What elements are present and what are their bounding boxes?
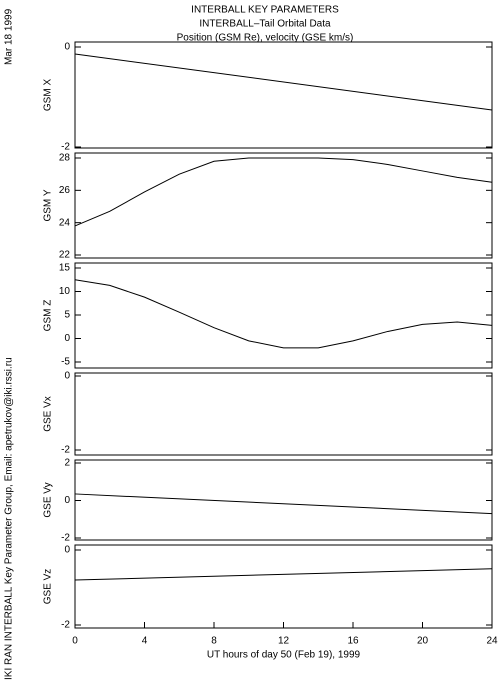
- y-tick-label: 22: [59, 250, 71, 261]
- y-tick-label: 0: [64, 42, 70, 53]
- data-line: [74, 53, 493, 111]
- y-axis-label: GSE Vz: [43, 569, 54, 605]
- y-tick-label: 10: [59, 286, 71, 297]
- x-axis-label: UT hours of day 50 (Feb 19), 1999: [207, 650, 361, 661]
- y-tick-label: 24: [59, 217, 71, 228]
- y-tick-label: -5: [61, 357, 70, 368]
- x-tick-label: 4: [142, 636, 148, 647]
- data-line: [74, 493, 493, 515]
- data-line: [74, 157, 493, 227]
- title-line: INTERBALL–Tail Orbital Data: [199, 19, 331, 30]
- x-tick-label: 12: [278, 636, 290, 647]
- panel-frame: [74, 544, 493, 629]
- panel-frame: [74, 459, 493, 541]
- y-tick-label: -2: [61, 445, 70, 456]
- y-axis-label: GSE Vy: [43, 482, 54, 517]
- y-tick-label: 0: [64, 545, 70, 556]
- x-tick-label: 20: [417, 636, 429, 647]
- panel-frame: [74, 372, 493, 456]
- x-tick-label: 16: [347, 636, 359, 647]
- data-line: [74, 568, 493, 581]
- panel-frame: [74, 152, 493, 259]
- x-tick-label: 8: [211, 636, 217, 647]
- y-tick-label: -2: [61, 142, 70, 153]
- y-tick-label: 15: [59, 263, 71, 274]
- date: Mar 18 1999: [4, 8, 15, 65]
- y-axis-label: GSM Z: [43, 300, 54, 332]
- data-line: [74, 279, 493, 349]
- y-tick-label: 5: [64, 310, 70, 321]
- x-tick-label: 0: [72, 636, 78, 647]
- y-axis-label: GSM Y: [43, 189, 54, 221]
- title-line: Position (GSM Re), velocity (GSE km/s): [177, 33, 354, 44]
- credit: IKI RAN INTERBALL Key Parameter Group, E…: [4, 357, 15, 680]
- y-tick-label: -2: [61, 533, 70, 544]
- y-tick-label: 0: [64, 333, 70, 344]
- y-tick-label: 26: [59, 185, 71, 196]
- y-tick-label: 28: [59, 153, 71, 164]
- y-axis-label: GSM X: [43, 79, 54, 112]
- y-tick-label: 2: [64, 458, 70, 469]
- panel-frame: [74, 262, 493, 369]
- title-line: INTERBALL KEY PARAMETERS: [191, 5, 339, 16]
- y-axis-label: GSE Vx: [43, 396, 54, 432]
- x-tick-label: 24: [486, 636, 498, 647]
- y-tick-label: 0: [64, 371, 70, 382]
- panel-frame: [74, 41, 493, 149]
- y-tick-label: -2: [61, 620, 70, 631]
- y-tick-label: 0: [64, 495, 70, 506]
